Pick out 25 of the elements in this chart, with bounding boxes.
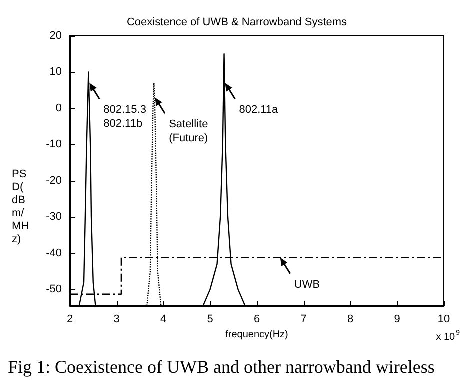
x-tick-label: 9 (394, 314, 400, 326)
x-axis-title: frequency(Hz) (226, 330, 288, 340)
x-tick-label: 4 (160, 314, 167, 326)
y-tick-label: 0 (56, 102, 62, 114)
y-tick-label: 20 (50, 30, 62, 42)
x-tick-label: 10 (438, 314, 450, 326)
x-tick-label: 7 (300, 314, 307, 326)
y-tick-label: -10 (46, 138, 62, 151)
y-tick-label: -20 (46, 174, 62, 187)
chart-title: Coexistence of UWB & Narrowband Systems (126, 16, 348, 28)
y-tick-label: -30 (46, 211, 62, 224)
x-tick-label: 6 (254, 314, 260, 326)
x-tick-label: 2 (66, 314, 74, 326)
annotation: UWB (294, 278, 320, 291)
y-tick-label: -40 (46, 247, 62, 260)
x-tick-label: 8 (347, 314, 354, 326)
y-tick-label: -50 (46, 284, 62, 296)
x-tick-label: 5 (207, 314, 214, 326)
annotation: 802.15.3 802.11b (104, 104, 146, 130)
caption: Fig 1: Coexistence of UWB and other narrowband wireless (8, 357, 435, 377)
annotation: Satellite (Future) (169, 118, 208, 145)
y-tick-label: 10 (50, 66, 62, 78)
annotation: 802.11a (239, 104, 280, 116)
x-tick-label: 3 (114, 314, 120, 326)
y-axis-title: PSD(dBm/MHz) (12, 168, 30, 246)
